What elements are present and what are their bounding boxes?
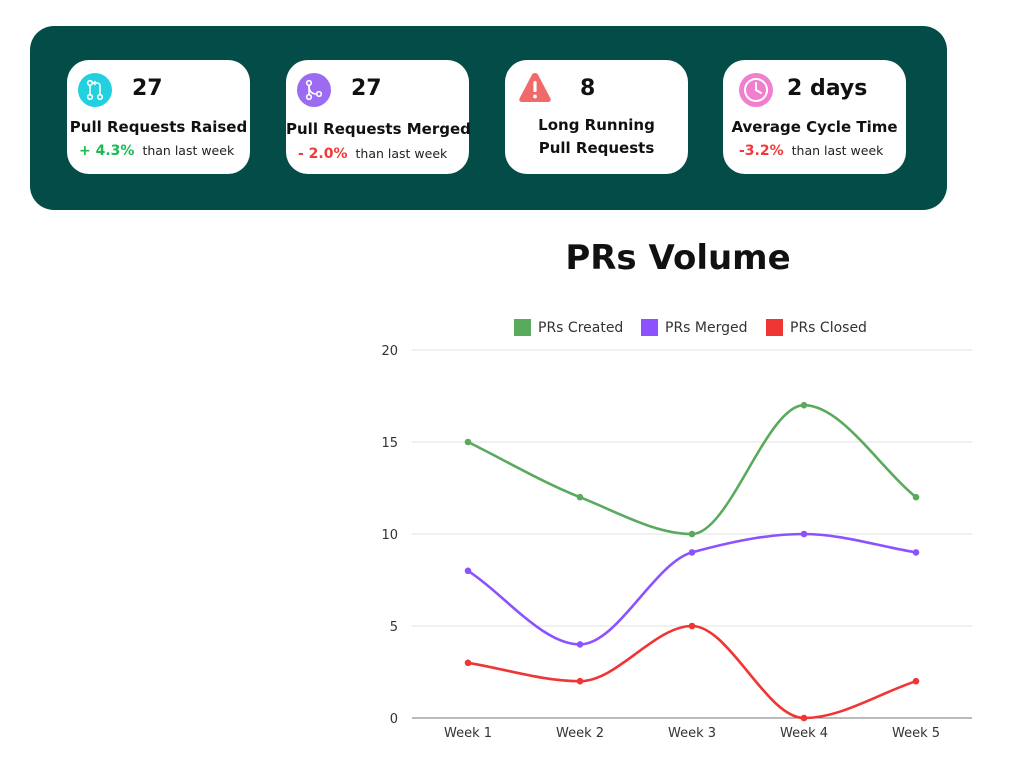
- stat-value: 2 days: [787, 76, 868, 101]
- data-point-prs-created: [800, 401, 808, 409]
- data-point-prs-closed: [576, 677, 584, 685]
- data-point-prs-created: [576, 493, 584, 501]
- legend-label-prs-closed: PRs Closed: [790, 320, 867, 336]
- y-tick-label: 15: [381, 436, 398, 451]
- data-point-prs-closed: [464, 659, 472, 667]
- stat-trend: + 4.3% than last week: [79, 143, 234, 159]
- stat-label-line2: Pull Requests: [538, 139, 655, 157]
- stat-trend-suffix: than last week: [355, 146, 448, 161]
- stat-value: 27: [351, 76, 382, 101]
- data-point-prs-closed: [800, 714, 808, 722]
- series-line-prs-created: [467, 403, 917, 536]
- clock-icon: [739, 73, 773, 107]
- series-line-prs-closed: [467, 624, 917, 720]
- stat-value: 27: [132, 76, 163, 101]
- pull-request-icon: [78, 73, 112, 107]
- y-tick-label: 0: [390, 712, 398, 727]
- stat-card-prs-raised[interactable]: 27 Pull Requests Raised + 4.3% than last …: [67, 60, 250, 174]
- x-tick-label: Week 4: [780, 726, 828, 741]
- stat-card-cycle-time[interactable]: 2 days Average Cycle Time -3.2% than last…: [723, 60, 906, 174]
- warning-icon: [519, 73, 551, 102]
- x-tick-label: Week 1: [444, 726, 492, 741]
- legend-swatch-prs-merged: [641, 319, 658, 336]
- stat-card-long-running[interactable]: 8 Long Running Pull Requests: [505, 60, 688, 174]
- data-point-prs-merged: [688, 549, 696, 556]
- stat-label: Pull Requests Raised: [69, 118, 248, 136]
- merge-icon: [297, 73, 331, 107]
- legend-label-prs-created: PRs Created: [538, 320, 623, 336]
- y-tick-label: 5: [390, 620, 398, 635]
- stat-label-line1: Long Running: [538, 116, 655, 134]
- x-tick-label: Week 3: [668, 726, 716, 741]
- data-point-prs-merged: [912, 549, 920, 556]
- x-tick-label: Week 2: [556, 726, 604, 741]
- data-point-prs-created: [688, 530, 696, 538]
- stat-change: + 4.3%: [79, 143, 135, 159]
- stat-trend-suffix: than last week: [791, 143, 884, 158]
- data-point-prs-merged: [800, 530, 808, 538]
- legend-swatch-prs-created: [514, 319, 531, 336]
- stat-trend-suffix: than last week: [142, 143, 235, 158]
- chart-title: PRs Volume: [565, 238, 791, 278]
- series-line-prs-merged: [467, 532, 917, 646]
- stat-value: 8: [580, 76, 596, 101]
- legend-label-prs-merged: PRs Merged: [665, 320, 748, 336]
- data-point-prs-closed: [912, 677, 920, 685]
- stats-panel: 27 Pull Requests Raised + 4.3% than last …: [30, 26, 947, 210]
- data-point-prs-merged: [576, 641, 584, 648]
- data-point-prs-closed: [688, 622, 696, 630]
- stat-change: - 2.0%: [298, 146, 348, 162]
- data-point-prs-merged: [464, 567, 472, 575]
- y-tick-label: 10: [381, 528, 398, 543]
- data-point-prs-created: [464, 438, 472, 446]
- y-tick-label: 20: [381, 344, 398, 359]
- data-point-prs-created: [912, 493, 920, 501]
- x-tick-label: Week 5: [892, 726, 940, 741]
- stat-label: Long Running Pull Requests: [505, 114, 688, 160]
- stat-trend: - 2.0% than last week: [298, 146, 447, 162]
- stat-change: -3.2%: [739, 143, 784, 159]
- stat-label: Average Cycle Time: [731, 118, 898, 136]
- stat-trend: -3.2% than last week: [739, 143, 883, 159]
- stat-label: Pull Requests Merged: [286, 120, 471, 138]
- stat-card-prs-merged[interactable]: 27 Pull Requests Merged - 2.0% than last …: [286, 60, 471, 174]
- legend-swatch-prs-closed: [766, 319, 783, 336]
